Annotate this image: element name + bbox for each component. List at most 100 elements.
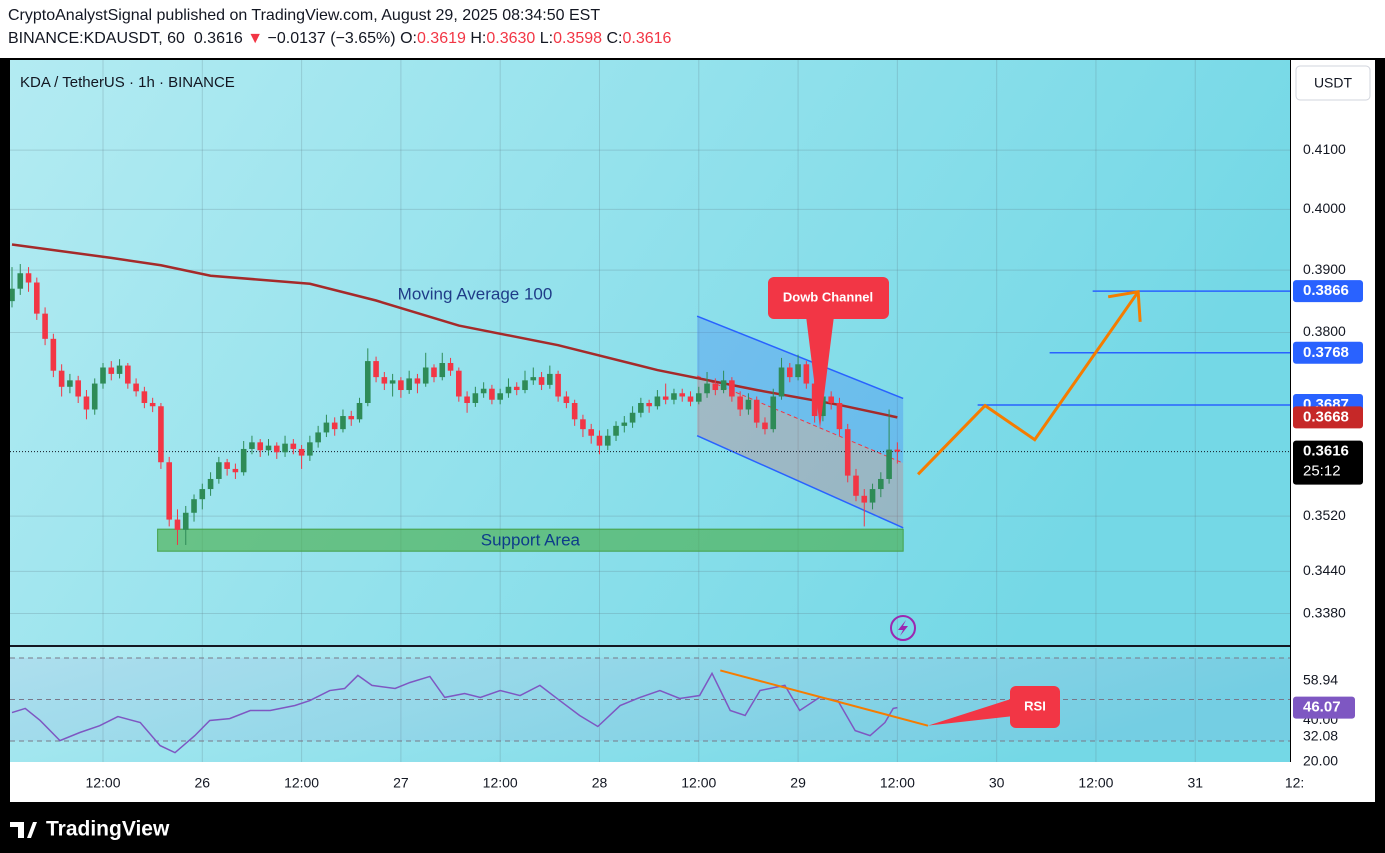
currency-box[interactable] [1295,65,1371,101]
x-tick-label: 12: [1285,775,1304,791]
candle-body [67,380,73,387]
x-tick-label: 12:00 [85,775,120,791]
currency: USDT [1314,75,1353,91]
last-price-tag-bg [1293,440,1363,485]
candle-body [563,396,570,403]
candle-body [662,396,669,400]
rsi-line [11,671,898,754]
candle-body [671,393,677,400]
rsi-tick-label: 58.94 [1303,672,1338,688]
candle-body [232,468,239,473]
icon-ring [890,615,916,641]
rsi-band [10,657,1290,742]
axes: 12:00 26 12:00 27 12:00 28 12:00 29 12:00 30 12:00… [85,141,1346,791]
ohlc-c-value: 0.3616 [622,30,672,47]
ohlc-o: O: [400,30,417,47]
y-tick-label: 0.3900 [1303,261,1346,277]
logo [10,822,37,838]
candle-body [844,429,851,476]
x-tick-label: 12:00 [880,775,915,791]
candle-body [240,448,247,473]
candle-body [331,422,338,430]
candle-body [613,425,619,436]
candle-body [282,443,288,453]
x-tick-label: 28 [592,775,608,791]
support-label: Support Area [481,531,581,550]
ohlc-c: C: [606,30,623,47]
y-tick-label: 0.3440 [1303,562,1346,578]
candle-body [861,495,868,503]
y-tick-label: 0.4000 [1303,200,1346,216]
candle-body [869,489,876,503]
level-tag-bg [1293,280,1363,303]
candle-body [158,406,164,463]
level-tag: 0.3866 [1303,282,1349,299]
x-tick-label: 27 [393,775,409,791]
y-tick-label: 0.3380 [1303,604,1346,620]
channel-upper [696,315,904,400]
candle-body [894,449,901,452]
candle-body [786,367,793,378]
candle-body [447,363,454,371]
candle-body [679,393,686,397]
candle-body [265,445,272,451]
candle-body [820,396,826,417]
chart-title: KDA / TetherUS · 1h · BINANCE [20,74,235,91]
rsi-callout-label: RSI [1024,698,1046,713]
candle-body [629,412,636,423]
x-tick-label: 31 [1187,775,1203,791]
candle-body [530,377,537,381]
candle-body [364,361,371,403]
candle-body [75,380,81,397]
candle-body [381,377,388,384]
price-axis [1291,60,1375,802]
x-tick-label: 26 [195,775,211,791]
candle-body [389,380,396,384]
candle-body [191,499,197,513]
candle-body [588,429,595,436]
candle-body [323,422,330,433]
candle-body [712,383,719,391]
brand: TradingView [46,818,170,841]
candle-body [207,478,214,490]
arrow: ▼ [247,30,264,47]
channel-callout-label: Dowb Channel [783,289,873,304]
candle-body [298,448,305,456]
level-tag: 0.3768 [1303,344,1349,361]
candle-body [50,338,57,371]
last-price-tag: 0.3616 [1303,443,1349,460]
candle-body [472,393,479,403]
candle-body [505,386,512,394]
rsi-trendline [720,669,929,727]
candle-body [778,367,785,397]
candle-body [249,442,255,449]
candle-body [315,432,321,443]
x-tick-label: 12:00 [1078,775,1113,791]
projection-arrowhead [1107,290,1142,322]
candle-body [737,396,743,410]
x-tick-label: 29 [790,775,806,791]
candle-body [522,380,528,391]
candle-body [580,419,586,430]
countdown: 25:12 [1303,463,1341,480]
candle-body [108,367,115,374]
candle-body [745,399,752,410]
rsi-plot [10,648,1290,762]
candle-body [116,365,123,374]
candle-body [398,380,404,391]
rsi-callout [1010,686,1060,728]
channel-lower [696,435,904,529]
candle-body [290,443,297,449]
candle-body [25,273,32,283]
candle-body [695,393,702,402]
x-tick-label: 12:00 [681,775,716,791]
lightning-icon[interactable] [890,615,916,641]
candle-body [174,519,181,530]
ma-tag: 0.3668 [1303,408,1349,425]
channel-callout-pointer [806,316,834,428]
rsi-callout-pointer [927,698,1014,726]
ohlc-l: L: [539,30,554,47]
candle-body [646,402,652,407]
